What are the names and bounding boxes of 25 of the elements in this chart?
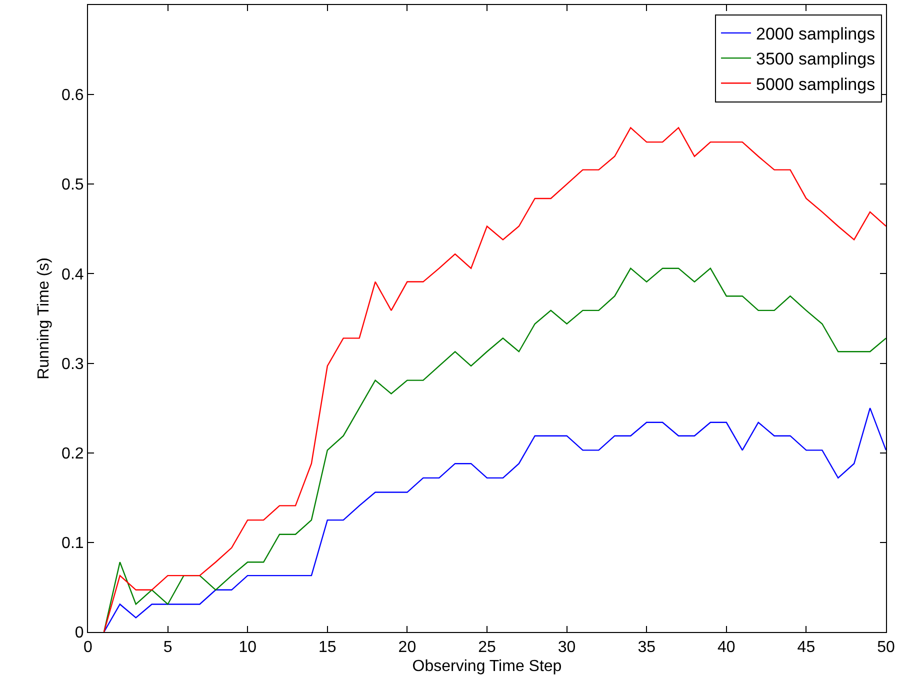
legend-label: 2000 samplings: [756, 24, 876, 44]
y-tick-label: 0.6: [62, 87, 84, 104]
legend-label: 5000 samplings: [756, 74, 876, 94]
y-tick-label: 0: [74, 624, 84, 642]
x-tick-label: 25: [478, 639, 496, 656]
x-tick-label: 20: [398, 639, 416, 656]
x-tick-label: 35: [638, 639, 656, 656]
x-axis-title: Observing Time Step: [412, 658, 562, 675]
x-tick-label: 45: [797, 639, 816, 656]
y-tick-label: 0.2: [62, 445, 84, 462]
x-tick-label: 15: [318, 639, 336, 656]
y-tick-label: 0.4: [62, 266, 84, 284]
x-tick-label: 5: [163, 639, 172, 656]
y-axis-title: Running Time (s): [35, 258, 52, 380]
x-tick-label: 30: [558, 639, 576, 656]
line-series: [103, 407, 886, 632]
line-series: [103, 268, 886, 632]
y-tick-label: 0.1: [62, 535, 84, 552]
y-tick-label: 0.3: [62, 356, 84, 373]
y-tick-label: 0.5: [62, 176, 84, 194]
x-tick-label: 40: [718, 639, 736, 656]
x-tick-label: 10: [238, 639, 257, 656]
x-tick-label: 50: [877, 639, 895, 656]
line-series: [103, 127, 886, 632]
legend-label: 3500 samplings: [756, 50, 876, 69]
